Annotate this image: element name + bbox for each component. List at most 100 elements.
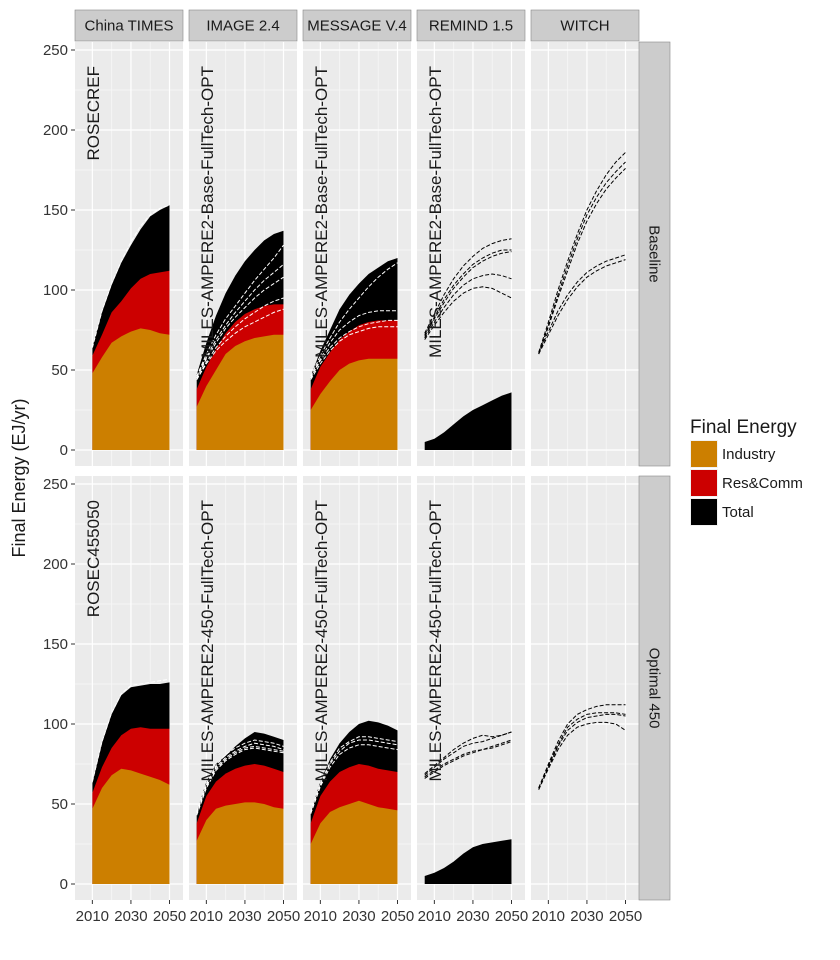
- row-strip-1: Optimal 450: [638, 475, 671, 901]
- x-tick-label: 2010: [418, 908, 451, 925]
- dashed-line: [424, 249, 512, 336]
- x-tick-label: 2030: [456, 908, 489, 925]
- panel-data-1-4: [538, 704, 626, 790]
- y-tick-label: 150: [43, 636, 68, 653]
- x-tick-label: 2050: [381, 908, 414, 925]
- legend-swatch: [691, 441, 717, 467]
- column-strips: China TIMES IMAGE 2.4 MESSAGE V.4 REMIND 1.…: [74, 9, 640, 42]
- strip-background: [416, 9, 526, 42]
- x-tick-label: 2030: [570, 908, 603, 925]
- dashed-line: [196, 276, 284, 379]
- strip-background: [74, 9, 184, 42]
- dashed-line: [91, 678, 170, 782]
- panel-1-4: [531, 476, 639, 900]
- dashed-line: [310, 262, 398, 377]
- dashed-line: [310, 736, 398, 813]
- x-tick-label: 2010: [190, 908, 223, 925]
- x-tick-label: 2010: [76, 908, 109, 925]
- panel-0-4: [531, 42, 639, 466]
- strip-background: [638, 475, 671, 901]
- x-tick-label: 2050: [153, 908, 186, 925]
- dashed-line: [196, 742, 284, 814]
- area-industry: [196, 334, 284, 450]
- x-tick-label: 2050: [267, 908, 300, 925]
- legend-swatch: [691, 499, 717, 525]
- legend-item: Res&Comm: [690, 469, 803, 497]
- y-tick-label: 100: [43, 716, 68, 733]
- y-tick-label: 150: [43, 202, 68, 219]
- col-strip-2: MESSAGE V.4: [302, 9, 412, 42]
- scenario-label: MILES-AMPERE2-Base-FullTech-OPT: [198, 66, 217, 358]
- dashed-line: [424, 741, 512, 779]
- panel-background: [417, 476, 525, 900]
- area-industry: [92, 768, 170, 884]
- scenario-label: ROSECREF: [84, 66, 103, 160]
- col-strip-label: IMAGE 2.4: [206, 18, 279, 35]
- dashed-line: [310, 326, 398, 380]
- col-strip-label: WITCH: [560, 18, 609, 35]
- strip-background: [638, 41, 671, 467]
- y-tick-label: 50: [51, 362, 68, 379]
- dashed-line: [538, 721, 626, 790]
- dashed-line: [538, 161, 626, 355]
- col-strip-label: REMIND 1.5: [429, 18, 513, 35]
- panel-data-0-4: [538, 152, 626, 355]
- dashed-line: [424, 731, 512, 776]
- row-strip-0: Baseline: [638, 41, 671, 467]
- area-industry: [310, 358, 398, 450]
- row-strip-label: Optimal 450: [646, 648, 663, 729]
- x-tick-label: 2050: [609, 908, 642, 925]
- dashed-line: [538, 168, 626, 355]
- dashed-line: [310, 739, 398, 814]
- scenario-label: MILES-AMPERE2-450-FullTech-OPT: [426, 500, 445, 782]
- scenario-label: MILES-AMPERE2-Base-FullTech-OPT: [312, 66, 331, 358]
- dashed-line: [538, 712, 626, 789]
- scenario-label: MILES-AMPERE2-450-FullTech-OPT: [312, 500, 331, 782]
- y-tick-label: 250: [43, 42, 68, 59]
- legend-label: Res&Comm: [722, 475, 803, 492]
- area-industry: [92, 328, 170, 450]
- panel-data-0-2: MILES-AMPERE2-Base-FullTech-OPT: [310, 66, 398, 450]
- scenario-label: MILES-AMPERE2-450-FullTech-OPT: [198, 500, 217, 782]
- y-tick-label: 0: [60, 442, 68, 459]
- dashed-line: [538, 704, 626, 789]
- dashed-line: [196, 745, 284, 814]
- col-strip-label: MESSAGE V.4: [307, 18, 407, 35]
- panel-data-0-0: ROSECREF: [84, 66, 170, 450]
- panel-data-0-3: MILES-AMPERE2-Base-FullTech-OPT: [424, 66, 512, 450]
- strip-background: [302, 9, 412, 42]
- x-tick-label: 2010: [304, 908, 337, 925]
- panels: ROSECREF MILES-AMPERE2-Base-FullTech-OPT M…: [75, 42, 639, 900]
- dashed-line: [196, 244, 284, 377]
- scenario-label: MILES-AMPERE2-Base-FullTech-OPT: [426, 66, 445, 358]
- col-strip-4: WITCH: [530, 9, 640, 42]
- panel-data-0-1: MILES-AMPERE2-Base-FullTech-OPT: [196, 66, 284, 450]
- dashed-line: [538, 259, 626, 355]
- y-tick-label: 200: [43, 122, 68, 139]
- dashed-line: [196, 308, 284, 380]
- col-strip-0: China TIMES: [74, 9, 184, 42]
- dashed-line: [424, 251, 512, 337]
- strip-background: [188, 9, 298, 42]
- dashed-line: [538, 152, 626, 353]
- scenario-label: ROSEC455050: [84, 500, 103, 617]
- legend-swatch: [691, 470, 717, 496]
- dashed-line: [424, 731, 512, 774]
- y-tick-label: 250: [43, 476, 68, 493]
- dashed-line: [424, 238, 512, 334]
- dashed-line: [91, 204, 170, 348]
- dashed-line: [196, 747, 284, 816]
- y-tick-label: 200: [43, 556, 68, 573]
- y-axis: 0 50 100 150 200 250 0 50 100 150 200 250: [43, 42, 75, 893]
- x-tick-label: 2010: [532, 908, 565, 925]
- dashed-line: [424, 286, 512, 340]
- panel-data-1-0: ROSEC455050: [84, 500, 170, 884]
- strip-background: [530, 9, 640, 42]
- area-industry: [310, 800, 398, 884]
- panel-data-1-3: MILES-AMPERE2-450-FullTech-OPT: [424, 500, 512, 884]
- dashed-line: [310, 319, 398, 379]
- panel-data-1-2: MILES-AMPERE2-450-FullTech-OPT: [310, 500, 398, 884]
- legend: Final Energy Industry Res&Comm Total: [690, 417, 803, 526]
- legend-item: Total: [690, 498, 754, 526]
